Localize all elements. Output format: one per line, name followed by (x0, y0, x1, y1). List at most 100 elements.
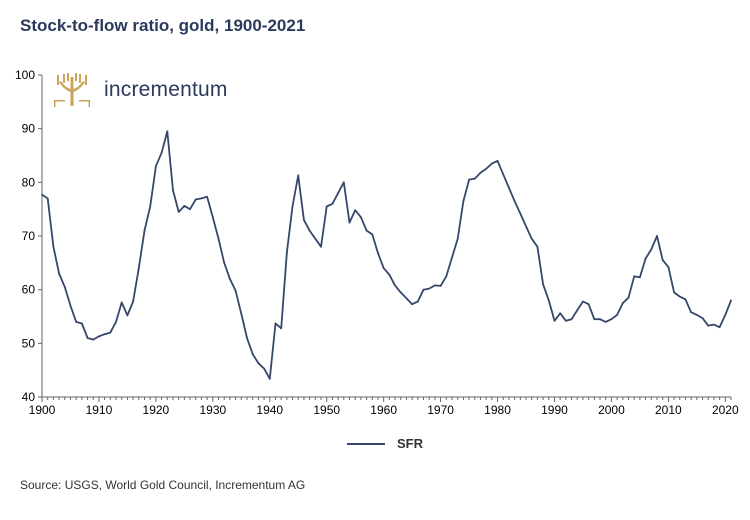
data-point (616, 314, 618, 316)
data-point (314, 237, 317, 240)
data-point (633, 275, 636, 278)
data-point (707, 324, 710, 327)
x-tick-label: 1930 (199, 403, 226, 417)
data-point (422, 288, 425, 291)
data-point (320, 245, 322, 248)
data-point (229, 278, 231, 280)
data-point (490, 162, 493, 165)
x-tick-label: 1960 (370, 403, 397, 417)
x-tick-label: 1940 (256, 403, 283, 417)
data-point (217, 237, 220, 240)
data-point (325, 205, 328, 208)
data-point (291, 205, 294, 208)
y-axis: 40 50 60 70 80 90 100 (15, 68, 43, 404)
data-point (331, 202, 334, 205)
legend: SFR (347, 436, 423, 451)
data-point (234, 289, 237, 292)
data-point (525, 225, 527, 228)
data-point (69, 304, 72, 307)
data-point (462, 200, 465, 203)
y-tick-label: 90 (22, 122, 36, 136)
data-point (667, 266, 670, 268)
data-point (342, 181, 345, 184)
data-point (98, 335, 100, 338)
data-point (251, 353, 254, 355)
data-point (718, 326, 721, 329)
data-point (508, 186, 510, 189)
incrementum-logo: incrementum (54, 73, 228, 107)
x-tick-label: 2000 (598, 403, 625, 417)
data-point (656, 235, 658, 237)
data-point (513, 200, 516, 203)
x-tick-label: 2020 (712, 403, 739, 417)
data-point (246, 337, 248, 339)
data-point (240, 312, 243, 315)
legend-swatch (347, 442, 385, 445)
data-point (468, 178, 470, 181)
data-point (52, 245, 55, 248)
data-point (405, 297, 408, 300)
data-point (274, 322, 277, 325)
x-tick-label: 1920 (143, 403, 170, 417)
data-point (126, 314, 129, 317)
data-point (547, 299, 550, 302)
source-note: Source: USGS, World Gold Council, Increm… (20, 478, 306, 492)
data-point (263, 367, 265, 370)
data-point (644, 257, 647, 260)
data-point (137, 267, 140, 270)
y-tick-label: 80 (22, 175, 36, 189)
data-point (223, 261, 226, 264)
chart-title: Stock-to-flow ratio, gold, 1900-2021 (20, 16, 306, 35)
x-tick-label: 1950 (313, 403, 340, 417)
data-point (399, 291, 402, 294)
tree-logo-icon (54, 73, 90, 107)
data-point (200, 197, 203, 200)
x-tick-label: 1970 (427, 403, 454, 417)
data-point (308, 229, 311, 232)
data-point (701, 317, 704, 319)
data-point (46, 197, 49, 200)
data-point (268, 377, 271, 380)
data-point (257, 362, 260, 365)
data-point (149, 205, 152, 208)
data-point (109, 331, 112, 334)
x-tick-label: 1990 (541, 403, 568, 417)
logo-wordmark: incrementum (104, 78, 228, 101)
data-point (103, 333, 106, 336)
data-point (661, 259, 664, 261)
data-point (354, 209, 357, 212)
series-line-sfr (41, 130, 732, 380)
data-point (86, 337, 89, 339)
data-point (297, 174, 300, 177)
data-point (41, 193, 43, 196)
data-point (473, 177, 476, 180)
data-point (451, 256, 453, 259)
data-point (559, 312, 562, 315)
data-point (502, 173, 505, 176)
x-tick-label: 1910 (86, 403, 113, 417)
x-tick-label: 2010 (655, 403, 682, 417)
data-point (428, 287, 431, 290)
data-point (730, 299, 732, 302)
x-axis: 1900 1910 1920 1930 1940 1950 1960 1970 1980 1990… (29, 396, 739, 417)
data-point (120, 301, 123, 304)
series-layer (41, 130, 732, 380)
data-point (160, 151, 163, 154)
data-point (724, 314, 727, 316)
y-tick-label: 50 (22, 336, 36, 350)
y-tick-label: 100 (15, 68, 35, 82)
data-point (678, 295, 681, 298)
data-point (189, 208, 191, 211)
data-point (172, 189, 174, 192)
data-point (593, 318, 596, 321)
data-point (576, 309, 579, 311)
y-tick-label: 60 (22, 283, 36, 297)
data-point (530, 237, 533, 240)
data-point (92, 338, 95, 341)
data-point (63, 286, 66, 288)
data-point (81, 322, 83, 325)
data-point (211, 216, 214, 219)
data-point (684, 298, 687, 301)
x-tick-label: 1900 (29, 403, 56, 417)
